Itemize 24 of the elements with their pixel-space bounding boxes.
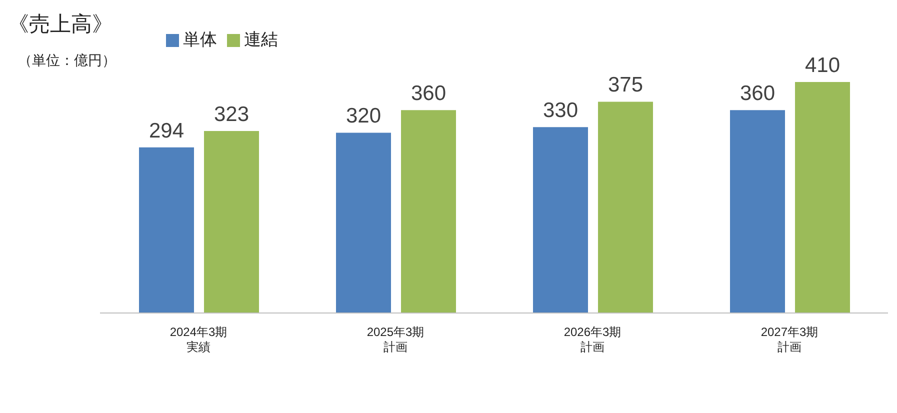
data-label: 410: [804, 54, 840, 77]
bar: [795, 82, 850, 313]
bar: [204, 131, 259, 313]
data-label: 323: [214, 103, 250, 126]
data-label: 360: [740, 82, 776, 106]
bar: [730, 110, 785, 313]
data-label: 360: [410, 82, 446, 106]
bar: [336, 132, 391, 313]
data-label: 375: [608, 74, 644, 97]
data-label: 320: [346, 104, 382, 128]
data-label: 330: [542, 99, 578, 122]
x-tick-label: 2027年3期計画: [760, 325, 820, 355]
x-tick-label: 2025年3期計画: [366, 325, 426, 355]
bar: [598, 102, 653, 313]
bar: [401, 110, 456, 313]
x-tick-label: 2026年3期計画: [562, 325, 622, 355]
legend-label: 単体: [183, 30, 217, 49]
data-label: 294: [148, 119, 184, 142]
chart-subtitle: （単位：億円）: [18, 52, 116, 70]
x-tick-label: 2024年3期実績: [168, 325, 228, 355]
legend-label: 連結: [244, 30, 278, 49]
chart-title: 《売上高》: [8, 12, 113, 38]
bar: [533, 127, 588, 313]
bar: [139, 147, 194, 313]
